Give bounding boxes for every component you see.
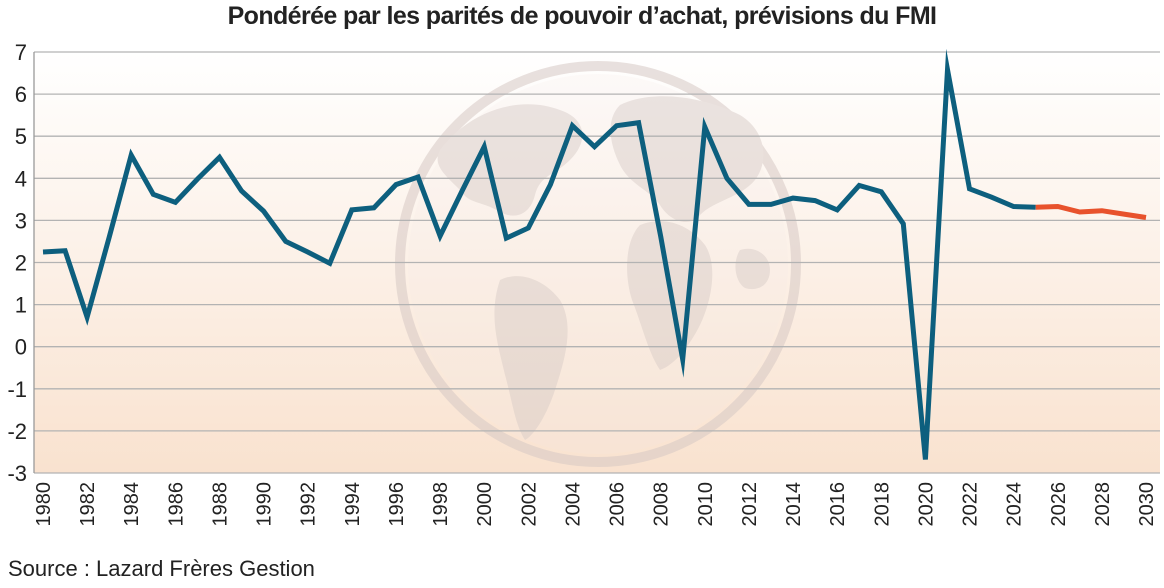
source-note: Source : Lazard Frères Gestion [8,556,315,581]
series-line-historical [42,48,1036,460]
y-tick-label: 7 [15,40,27,65]
y-tick-label: 5 [15,124,27,149]
x-tick-label: 1988 [209,482,231,527]
y-tick-label: 0 [15,335,27,360]
x-tick-label: 2028 [1092,482,1114,527]
x-tick-label: 1982 [77,482,99,527]
x-tick-label: 2016 [827,482,849,527]
x-tick-label: 1994 [342,482,364,527]
x-tick-label: 1992 [298,482,320,527]
x-tick-label: 2020 [915,482,937,527]
x-tick-label: 2014 [783,482,805,527]
x-tick-label: 1980 [33,482,55,527]
x-tick-label: 1996 [386,482,408,527]
y-tick-label: 3 [15,208,27,233]
x-tick-label: 2000 [474,482,496,527]
x-tick-label: 2018 [871,482,893,527]
x-tick-label: 1990 [254,482,276,527]
x-tick-label: 1986 [165,482,187,527]
globe-watermark-icon [395,61,801,467]
y-tick-label: -1 [7,377,27,402]
y-tick-label: 4 [15,166,27,191]
y-tick-label: 2 [15,251,27,276]
x-tick-label: 2008 [651,482,673,527]
x-tick-label: 2024 [1004,482,1026,527]
y-tick-label: 1 [15,293,27,318]
x-tick-label: 2002 [518,482,540,527]
x-tick-label: 2004 [562,482,584,527]
x-tick-label: 2010 [695,482,717,527]
x-tick-label: 1998 [430,482,452,527]
x-tick-label: 1984 [121,482,143,527]
x-tick-label: 2012 [739,482,761,527]
chart-title: Pondérée par les parités de pouvoir d’ac… [227,2,937,30]
x-tick-label: 2006 [607,482,629,527]
y-tick-label: -3 [7,461,27,486]
x-tick-label: 2026 [1048,482,1070,527]
y-tick-label: 6 [15,82,27,107]
y-tick-label: -2 [7,419,27,444]
x-tick-label: 2022 [960,482,982,527]
series-line-forecast [1035,203,1147,220]
x-tick-label: 2030 [1136,482,1158,527]
